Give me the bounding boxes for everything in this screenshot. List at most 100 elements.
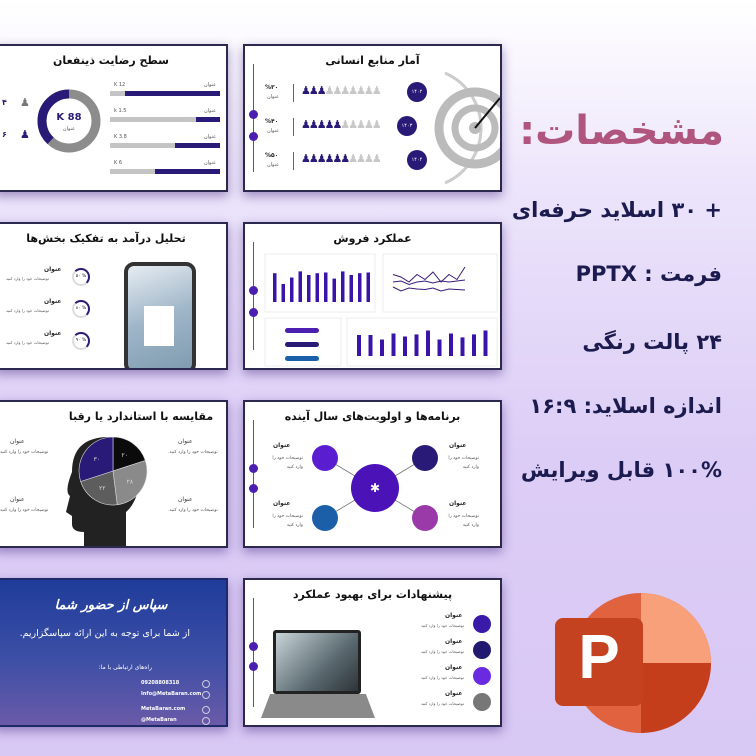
progress-bar [110,143,220,148]
year-badge: ۱۴۰۳ [397,116,417,136]
slice-label: ۲۰ [122,452,128,459]
plan-desc: توضیحات خود را وارد کنید [448,456,479,470]
line-series [392,266,466,283]
slide-title: سطح رضایت ذینفعان [53,54,169,67]
hr-label: عنوان [267,128,280,134]
pie-slice [112,460,148,506]
contact-text[interactable]: MetaBaran.com [141,706,186,712]
thanks-title: سپاس از حضور شما [54,598,168,613]
pie-slice [78,436,114,482]
plan-title: عنوان [273,500,291,507]
pie-slice [112,436,146,472]
bar [380,339,384,356]
slide-sales[interactable]: عملکرد فروش [243,222,502,370]
bar [315,273,319,302]
bar-value: 6 K [114,160,123,166]
specs-heading: مشخصات: [519,108,724,154]
person-icon: ♟ [301,84,311,97]
suggestion-title: عنوان [445,664,463,671]
slide-revenue[interactable]: تحلیل درآمد به تفکیک بخش‌ها % ۵۰ عنوان ت… [0,222,228,370]
contact-text[interactable]: @MetaBaran [141,717,177,723]
suggestion-icon [473,667,491,685]
slide-hr-stats[interactable]: آمار منابع انسانی %۳۰ عنوان ♟♟♟♟♟♟♟♟♟♟ ۱… [243,44,502,192]
bar [460,337,465,356]
item-desc: توضیحات خود را وارد کنید [0,450,49,455]
target-graphic [434,71,500,185]
person-icon: ♟ [340,84,350,97]
item-title: عنوان [44,330,62,337]
bar-label: عنوان [204,134,217,140]
person-icon: ♟ [332,152,343,165]
donut-chart [37,89,101,153]
person-icon: ♟ [356,152,366,165]
bar [357,335,361,356]
suggestion-icon [473,693,491,711]
donut-value: 88 K [56,112,82,123]
people-row: ♟♟♟♟♟♟♟♟♟♟ [301,118,382,131]
slide-satisfaction[interactable]: سطح رضایت ذینفعان 88 K عنوان ۴ ۶ ♟ ♟ 12 … [0,44,228,192]
progress-bar [110,169,220,174]
bar-label: عنوان [204,82,217,88]
pie-slice [80,470,118,506]
item-desc: توضیحات خود را وارد کنید. [168,508,218,513]
slide-plans[interactable]: برنامه‌ها و اولویت‌های سال آینده ✱ عنوان… [243,400,502,548]
person-icon: ♟ [324,152,335,165]
bar-value: 12 K [114,82,126,88]
slide-nav [249,598,259,707]
spec-item: + ۳۰ اسلاید حرفه‌ای [511,198,722,222]
slide-thanks[interactable]: سپاس از حضور شما از شما برای توجه به این… [0,578,228,727]
contact-text[interactable]: Info@MetaBaran.com [141,691,202,697]
person-icon: ♟ [356,118,366,131]
percent-ring: % ۸۰ [72,300,90,318]
bar [403,336,407,356]
plan-desc: توضیحات خود را وارد کنید [272,456,303,470]
globe-icon [202,706,210,714]
spec-item: اندازه اسلاید: ۱۶:۹ [529,394,722,418]
item-desc: توضیحات خود را وارد کنید [6,276,49,281]
person-icon: ♟ [301,152,311,165]
slide-title: آمار منابع انسانی [325,54,420,67]
svg-text:✱: ✱ [370,481,380,495]
logo-letter: P [578,623,620,692]
slide-nav [249,64,259,172]
suggestion-desc: توضیحات خود را وارد کنید [421,701,464,706]
line-series [392,279,466,286]
slide-compare[interactable]: مقایسه با استاندارد یا رقبا ۲۰ ۲۸ ۲۲ ۳۰ عنو… [0,400,228,548]
suggestion-title: عنوان [445,612,463,619]
slide-title: مقایسه با استاندارد یا رقبا [68,410,214,423]
thanks-subtitle: از شما برای توجه به این ارائه سپاسگزاریم… [19,628,190,639]
bar [298,271,302,302]
person-icon: ♟ [324,118,335,131]
progress-bar [110,91,220,96]
contact-heading: راه‌های ارتباطی با ما: [98,664,152,671]
laptop-base [261,694,375,718]
bar [273,273,277,302]
bar [391,333,396,356]
person-icon: ♟ [364,118,374,131]
hub-diagram: ✱ [312,445,438,531]
percent-ring: % ۹۰ [72,332,90,350]
slide-title: عملکرد فروش [333,232,412,245]
hr-percent: %۳۰ [265,84,279,91]
hr-label: عنوان [267,94,280,100]
bar [414,334,419,356]
contact-text[interactable]: 09208808318 [141,680,180,686]
suggestion-desc: توضیحات خود را وارد کنید [421,623,464,628]
item-desc: توضیحات خود را وارد کنید [6,308,49,313]
person-icon: ♟ [316,118,327,131]
person-icon: ♟ [316,152,327,165]
person-icon: ♟ [364,152,374,165]
slide-nav [249,420,259,528]
slide-suggestions[interactable]: پیشنهادات برای بهبود عملکرد عنوان توضیحا… [243,578,502,727]
person-icon: ♟ [348,118,358,131]
item-title: عنوان [10,496,25,503]
person-icon: ♟ [332,84,343,97]
progress-bar [110,117,220,122]
laptop-image [273,630,361,694]
person-icon: ♟ [20,96,30,109]
suggestion-desc: توضیحات خود را وارد کنید [421,675,464,680]
bar [483,330,488,356]
bar [332,278,336,302]
item-title: عنوان [44,266,62,273]
year-badge: ۱۴۰۴ [407,150,427,170]
